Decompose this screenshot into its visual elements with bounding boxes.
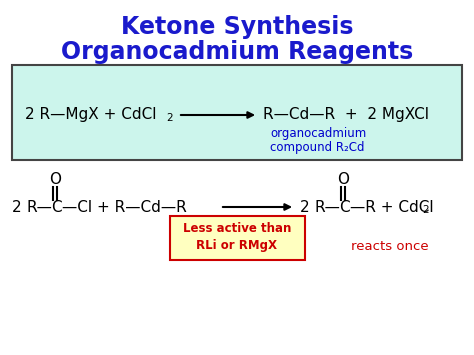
Text: —Cl + R—Cd—R: —Cl + R—Cd—R xyxy=(62,200,187,214)
Text: RLi or RMgX: RLi or RMgX xyxy=(197,239,277,251)
Text: R—: R— xyxy=(27,200,53,214)
Text: O: O xyxy=(337,171,349,186)
Bar xyxy=(170,216,305,260)
Text: C: C xyxy=(51,200,61,214)
Text: organocadmium: organocadmium xyxy=(270,126,366,140)
Text: reacts once: reacts once xyxy=(351,240,429,253)
Text: 2: 2 xyxy=(300,200,310,214)
Text: O: O xyxy=(49,171,61,186)
Text: C: C xyxy=(339,200,349,214)
Text: compound R₂Cd: compound R₂Cd xyxy=(270,141,365,153)
Text: Less active than: Less active than xyxy=(183,223,291,235)
Text: 2: 2 xyxy=(12,200,22,214)
Text: R—Cd—R  +  2 MgXCl: R—Cd—R + 2 MgXCl xyxy=(263,108,429,122)
Text: 2 R—MgX + CdCl: 2 R—MgX + CdCl xyxy=(25,108,156,122)
Text: 2: 2 xyxy=(166,113,173,123)
Text: 2: 2 xyxy=(422,205,428,215)
Text: Organocadmium Reagents: Organocadmium Reagents xyxy=(61,40,413,64)
Bar xyxy=(12,65,462,160)
Text: R—: R— xyxy=(315,200,341,214)
Text: Ketone Synthesis: Ketone Synthesis xyxy=(121,15,353,39)
Text: —R + CdCl: —R + CdCl xyxy=(350,200,434,214)
